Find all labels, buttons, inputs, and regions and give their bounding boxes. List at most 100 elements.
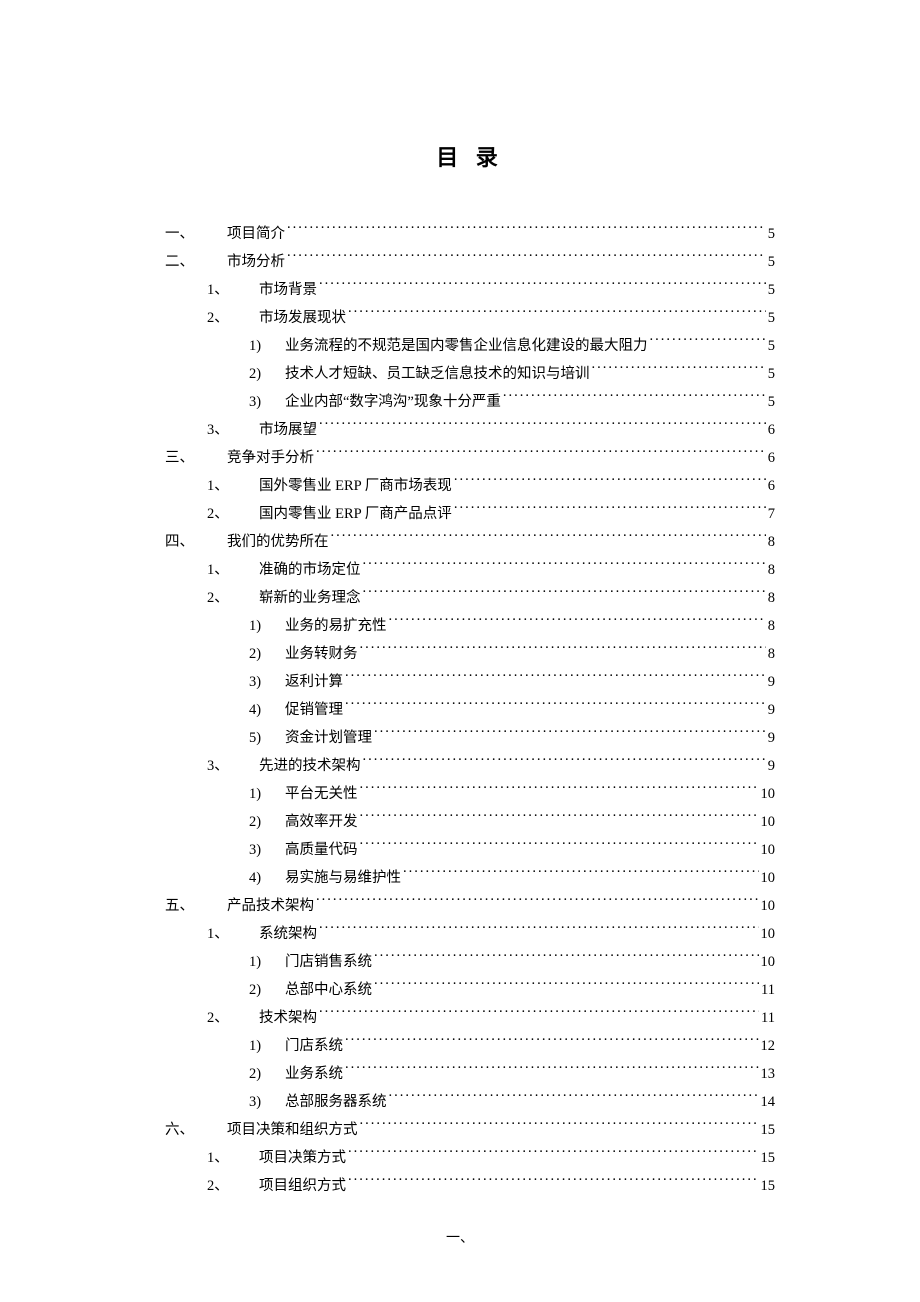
toc-entry-page: 9 xyxy=(768,668,775,696)
toc-entry-number: 2) xyxy=(249,808,279,836)
toc-entry-text: 市场背景 xyxy=(259,276,317,304)
toc-entry-text: 返利计算 xyxy=(285,668,343,696)
toc-leader-dots xyxy=(360,644,766,659)
toc-entry-text: 项目简介 xyxy=(227,220,285,248)
toc-entry-page: 15 xyxy=(761,1172,776,1200)
toc-entry-page: 10 xyxy=(761,780,776,808)
toc-entry-page: 10 xyxy=(761,920,776,948)
toc-leader-dots xyxy=(360,784,759,799)
toc-entry-number: 2) xyxy=(249,976,279,1004)
toc-leader-dots xyxy=(319,420,766,435)
toc-entry-text: 系统架构 xyxy=(259,920,317,948)
toc-leader-dots xyxy=(374,728,766,743)
toc-leader-dots xyxy=(319,280,766,295)
toc-leader-dots xyxy=(592,364,766,379)
toc-entry-page: 14 xyxy=(761,1088,776,1116)
toc-entry-text: 企业内部“数字鸿沟”现象十分严重 xyxy=(285,388,501,416)
toc-entry-number: 3) xyxy=(249,668,279,696)
toc-entry-number: 一、 xyxy=(165,220,227,248)
toc-entry-text: 产品技术架构 xyxy=(227,892,314,920)
toc-entry-number: 2、 xyxy=(207,584,259,612)
toc-entry-text: 项目决策方式 xyxy=(259,1144,346,1172)
toc-entry-text: 项目决策和组织方式 xyxy=(227,1116,358,1144)
toc-entry-page: 8 xyxy=(768,640,775,668)
toc-entry-text: 市场展望 xyxy=(259,416,317,444)
toc-leader-dots xyxy=(319,1008,759,1023)
toc-entry-number: 五、 xyxy=(165,892,227,920)
toc-entry-page: 10 xyxy=(761,892,776,920)
toc-entry: 3)总部服务器系统14 xyxy=(165,1088,775,1116)
toc-leader-dots xyxy=(345,700,766,715)
toc-entry-page: 6 xyxy=(768,416,775,444)
toc-entry-text: 业务系统 xyxy=(285,1060,343,1088)
toc-entry-number: 1) xyxy=(249,332,279,360)
toc-entry-page: 5 xyxy=(768,276,775,304)
toc-entry-text: 崭新的业务理念 xyxy=(259,584,361,612)
toc-entry: 1)门店系统12 xyxy=(165,1032,775,1060)
toc-entry: 1、项目决策方式15 xyxy=(165,1144,775,1172)
toc-leader-dots xyxy=(331,532,766,547)
toc-entry-number: 2、 xyxy=(207,500,259,528)
toc-entry-page: 9 xyxy=(768,696,775,724)
toc-entry: 2)高效率开发 10 xyxy=(165,808,775,836)
toc-entry: 1、准确的市场定位8 xyxy=(165,556,775,584)
toc-entry-text: 高效率开发 xyxy=(285,808,358,836)
toc-entry-number: 1) xyxy=(249,612,279,640)
toc-entry-text: 国内零售业 ERP 厂商产品点评 xyxy=(259,500,452,528)
toc-entry-text: 业务的易扩充性 xyxy=(285,612,387,640)
toc-entry-text: 技术人才短缺、员工缺乏信息技术的知识与培训 xyxy=(285,360,590,388)
toc-entry-number: 4) xyxy=(249,864,279,892)
page-title: 目 录 xyxy=(165,140,775,172)
toc-entry: 三、竞争对手分析6 xyxy=(165,444,775,472)
toc-entry: 3)企业内部“数字鸿沟”现象十分严重5 xyxy=(165,388,775,416)
toc-entry: 一、项目简介 5 xyxy=(165,220,775,248)
toc-entry-text: 高质量代码 xyxy=(285,836,358,864)
toc-entry-page: 10 xyxy=(761,948,776,976)
toc-entry: 1)门店销售系统10 xyxy=(165,948,775,976)
toc-entry: 2、国内零售业 ERP 厂商产品点评7 xyxy=(165,500,775,528)
toc-entry-number: 1、 xyxy=(207,472,259,500)
toc-entry-page: 10 xyxy=(761,808,776,836)
toc-entry: 1)业务流程的不规范是国内零售企业信息化建设的最大阻力5 xyxy=(165,332,775,360)
toc-entry: 3、市场展望6 xyxy=(165,416,775,444)
toc-leader-dots xyxy=(503,392,766,407)
toc-leader-dots xyxy=(454,504,766,519)
toc-entry-page: 5 xyxy=(768,332,775,360)
toc-entry-text: 业务转财务 xyxy=(285,640,358,668)
toc-entry: 六、项目决策和组织方式15 xyxy=(165,1116,775,1144)
toc-leader-dots xyxy=(360,840,759,855)
toc-entry: 1、系统架构10 xyxy=(165,920,775,948)
toc-leader-dots xyxy=(374,980,759,995)
toc-entry: 3、先进的技术架构9 xyxy=(165,752,775,780)
toc-leader-dots xyxy=(316,896,759,911)
toc-leader-dots xyxy=(345,1036,759,1051)
toc-leader-dots xyxy=(319,924,759,939)
toc-entry: 2、技术架构11 xyxy=(165,1004,775,1032)
toc-entry-number: 4) xyxy=(249,696,279,724)
toc-entry: 1、国外零售业 ERP 厂商市场表现6 xyxy=(165,472,775,500)
toc-leader-dots xyxy=(389,616,766,631)
toc-leader-dots xyxy=(316,448,766,463)
toc-entry-number: 1、 xyxy=(207,276,259,304)
toc-entry-text: 准确的市场定位 xyxy=(259,556,361,584)
toc-list: 一、项目简介5二、市场分析51、市场背景52、市场发展现状51)业务流程的不规范… xyxy=(165,220,775,1200)
toc-entry-page: 8 xyxy=(768,528,775,556)
toc-entry-text: 市场发展现状 xyxy=(259,304,346,332)
toc-entry-page: 5 xyxy=(768,220,775,248)
toc-entry-number: 1、 xyxy=(207,1144,259,1172)
toc-entry-number: 2、 xyxy=(207,1004,259,1032)
toc-entry-text: 我们的优势所在 xyxy=(227,528,329,556)
toc-leader-dots xyxy=(345,672,766,687)
toc-entry: 二、市场分析5 xyxy=(165,248,775,276)
toc-entry: 1)业务的易扩充性8 xyxy=(165,612,775,640)
toc-leader-dots xyxy=(348,1176,759,1191)
toc-leader-dots xyxy=(345,1064,759,1079)
toc-entry-number: 5) xyxy=(249,724,279,752)
toc-entry-text: 门店销售系统 xyxy=(285,948,372,976)
toc-entry: 四、我们的优势所在8 xyxy=(165,528,775,556)
toc-entry-page: 12 xyxy=(761,1032,776,1060)
toc-entry-text: 国外零售业 ERP 厂商市场表现 xyxy=(259,472,452,500)
toc-entry-text: 资金计划管理 xyxy=(285,724,372,752)
toc-entry-text: 易实施与易维护性 xyxy=(285,864,401,892)
toc-entry-page: 9 xyxy=(768,752,775,780)
